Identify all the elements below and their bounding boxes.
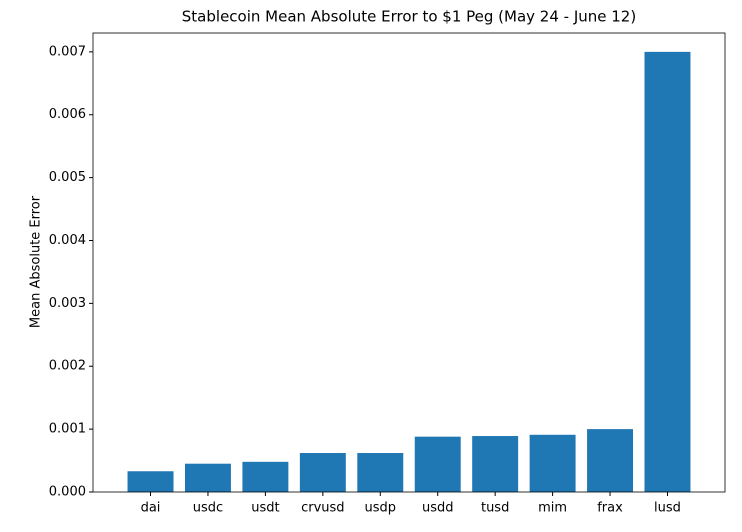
x-tick-label: crvusd — [301, 501, 344, 516]
y-tick-label: 0.000 — [49, 485, 86, 500]
x-tick-label: usdc — [193, 501, 223, 516]
bar — [644, 51, 691, 493]
y-tick-label: 0.007 — [49, 44, 86, 59]
bar — [184, 463, 231, 492]
bar — [529, 434, 576, 492]
x-tick-label: dai — [141, 501, 161, 516]
x-tick-label: usdd — [422, 501, 454, 516]
y-tick-label: 0.003 — [49, 296, 86, 311]
y-tick-label: 0.005 — [49, 170, 86, 185]
bar — [127, 471, 174, 492]
y-axis-label: Mean Absolute Error — [29, 195, 44, 328]
chart-title: Stablecoin Mean Absolute Error to $1 Peg… — [182, 8, 636, 26]
x-tick-label: usdt — [251, 501, 279, 516]
plot-frame — [92, 32, 726, 493]
x-tick-label: usdp — [365, 501, 397, 516]
y-tick-label: 0.001 — [49, 422, 86, 437]
bar — [472, 436, 519, 492]
bar — [414, 436, 461, 492]
x-tick-label: frax — [597, 501, 623, 516]
bar — [242, 461, 289, 492]
bar — [587, 429, 634, 492]
x-tick-label: tusd — [481, 501, 509, 516]
bar — [299, 453, 346, 492]
y-tick-label: 0.004 — [49, 233, 86, 248]
bar — [357, 453, 404, 492]
y-tick-label: 0.006 — [49, 107, 86, 122]
y-tick-label: 0.002 — [49, 359, 86, 374]
x-tick-label: mim — [538, 501, 567, 516]
x-tick-label: lusd — [654, 501, 681, 516]
